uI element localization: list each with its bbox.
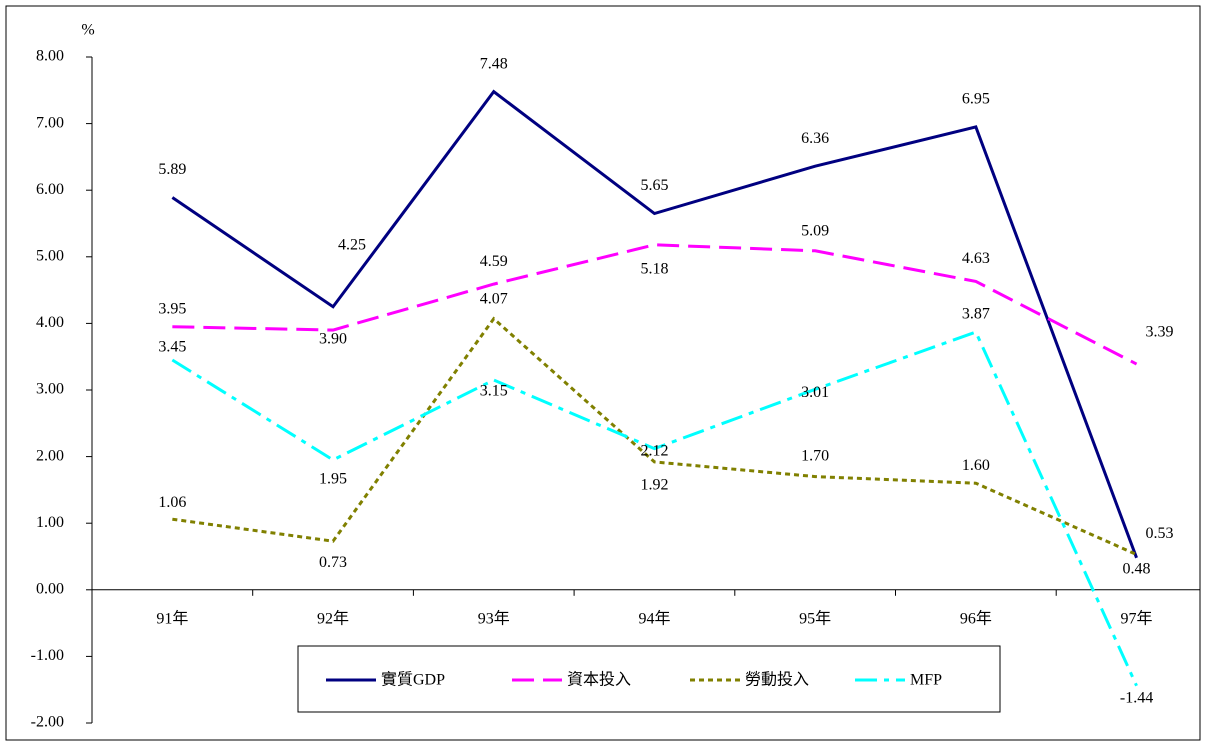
data-label: 1.70 bbox=[801, 447, 829, 464]
x-tick-label: 92年 bbox=[317, 609, 349, 627]
legend-label: 勞動投入 bbox=[745, 671, 809, 689]
legend-label: 資本投入 bbox=[567, 671, 631, 689]
y-tick-label: -1.00 bbox=[31, 647, 64, 664]
data-label: 6.95 bbox=[962, 91, 990, 108]
data-label: 1.95 bbox=[319, 471, 347, 488]
data-label: 2.12 bbox=[640, 442, 668, 459]
series-line bbox=[171, 330, 1138, 687]
x-tick-label: 91年 bbox=[156, 609, 188, 627]
chart-border bbox=[5, 5, 1201, 741]
data-label: 0.73 bbox=[319, 554, 347, 571]
y-tick-label: -2.00 bbox=[31, 714, 64, 731]
data-label: 4.25 bbox=[338, 236, 366, 253]
y-tick-label: 5.00 bbox=[36, 247, 64, 264]
y-tick-label: 1.00 bbox=[36, 514, 64, 531]
data-label: 1.92 bbox=[640, 477, 668, 494]
data-label: 4.07 bbox=[480, 290, 508, 307]
x-tick-label: 96年 bbox=[960, 609, 992, 627]
data-label: 3.87 bbox=[962, 306, 990, 323]
y-axis-label: % bbox=[81, 22, 94, 39]
x-tick-label: 97年 bbox=[1121, 609, 1153, 627]
data-label: 0.48 bbox=[1123, 561, 1151, 578]
data-label: 3.39 bbox=[1146, 324, 1174, 341]
data-label: 5.89 bbox=[158, 161, 186, 178]
data-label: 5.18 bbox=[640, 260, 668, 277]
x-tick-label: 94年 bbox=[638, 609, 670, 627]
series-line bbox=[172, 243, 1138, 366]
data-label: 0.53 bbox=[1146, 525, 1174, 542]
data-label: 3.95 bbox=[158, 300, 186, 317]
series-line bbox=[171, 89, 1138, 559]
legend-label: 實質GDP bbox=[381, 670, 445, 689]
y-tick-label: 4.00 bbox=[36, 314, 64, 331]
data-label: -1.44 bbox=[1120, 689, 1153, 706]
y-tick-label: 6.00 bbox=[36, 181, 64, 198]
data-label: 3.90 bbox=[319, 331, 347, 348]
data-label: 4.63 bbox=[962, 250, 990, 267]
x-tick-label: 93年 bbox=[478, 609, 510, 627]
x-tick-label: 95年 bbox=[799, 609, 831, 627]
data-label: 3.01 bbox=[801, 384, 829, 401]
y-tick-label: 8.00 bbox=[36, 48, 64, 65]
series-line bbox=[172, 316, 1138, 556]
y-tick-label: 3.00 bbox=[36, 381, 64, 398]
data-label: 5.65 bbox=[640, 177, 668, 194]
data-label: 6.36 bbox=[801, 130, 829, 147]
y-tick-label: 2.00 bbox=[36, 447, 64, 464]
data-label: 3.45 bbox=[158, 339, 186, 356]
data-label: 4.59 bbox=[480, 253, 508, 270]
data-label: 5.09 bbox=[801, 222, 829, 239]
data-label: 1.60 bbox=[962, 457, 990, 474]
data-label: 1.06 bbox=[158, 494, 186, 511]
data-label: 3.15 bbox=[480, 383, 508, 400]
y-tick-label: 7.00 bbox=[36, 114, 64, 131]
data-label: 7.48 bbox=[480, 55, 508, 72]
legend-box bbox=[297, 645, 1001, 713]
y-tick-label: 0.00 bbox=[36, 580, 64, 597]
legend-label: MFP bbox=[910, 672, 942, 689]
